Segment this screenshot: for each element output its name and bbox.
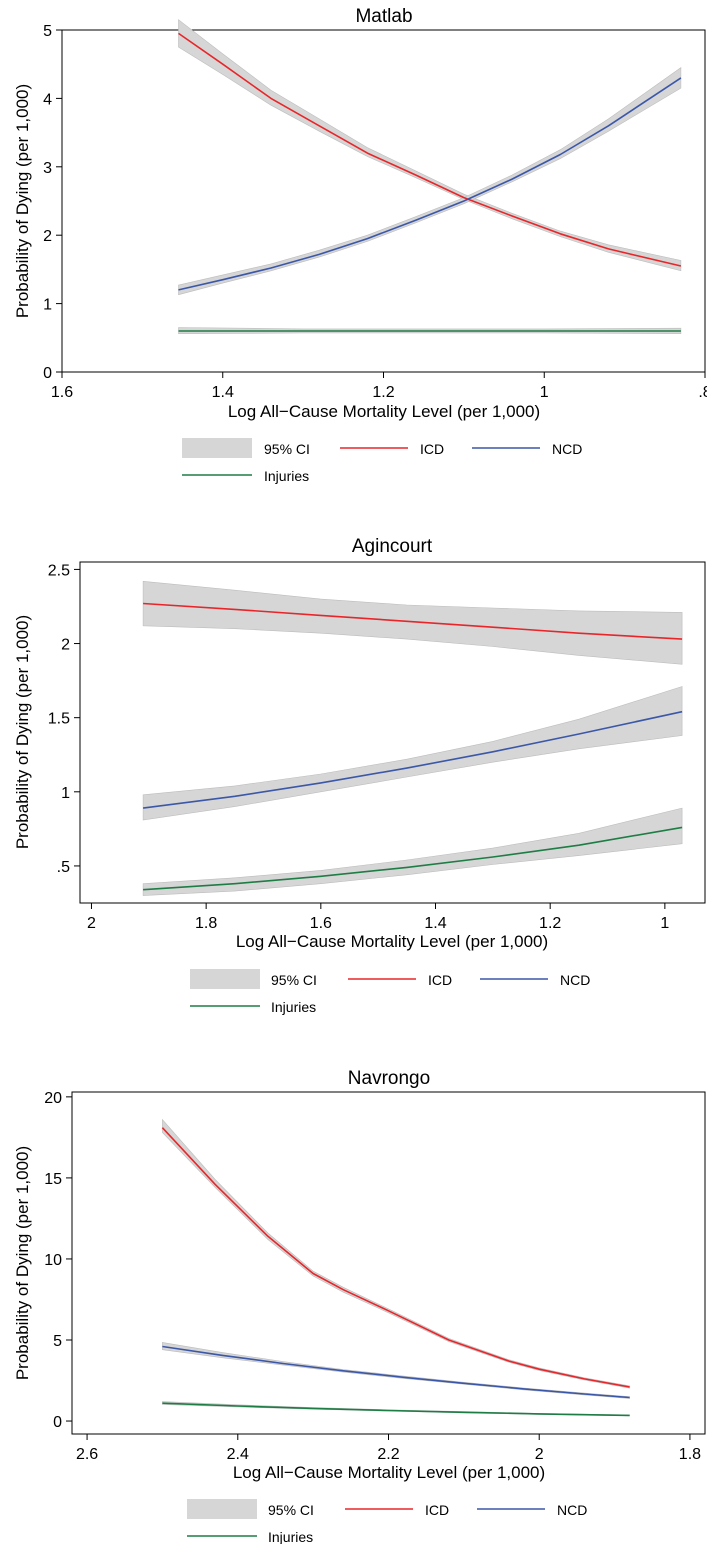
legend-label-icd: ICD bbox=[428, 972, 452, 988]
plot-layer: 2 1.8 1.6 1.4 1.2 1.511.522.5 bbox=[48, 562, 683, 932]
legend-swatch-ci bbox=[187, 1499, 257, 1519]
ci-band-ncd bbox=[142, 686, 683, 821]
y-tick-label: 15 bbox=[44, 1171, 62, 1188]
x-tick-label: 1.8 bbox=[679, 1446, 701, 1463]
y-tick-label: 0 bbox=[53, 1414, 62, 1431]
y-axis-label: Probability of Dying (per 1,000) bbox=[13, 615, 32, 849]
legend-label-ncd: NCD bbox=[557, 1502, 587, 1518]
x-tick-label: 1.4 bbox=[212, 384, 234, 401]
x-tick-label: 1 bbox=[660, 915, 669, 932]
y-tick-label: 5 bbox=[53, 1333, 62, 1350]
ci-band-ncd bbox=[178, 67, 682, 296]
plot-area bbox=[61, 29, 706, 373]
legend-label-ci: 95% CI bbox=[268, 1502, 314, 1518]
legend-label-icd: ICD bbox=[420, 441, 444, 457]
legend-label-icd: ICD bbox=[425, 1502, 449, 1518]
legend-label-ncd: NCD bbox=[552, 441, 582, 457]
legend-label-ci: 95% CI bbox=[264, 441, 310, 457]
series-line-icd bbox=[161, 1127, 630, 1388]
legend-swatch-ci bbox=[182, 438, 252, 458]
chart-navrongo: Navrongo 2.6 2.4 2.2 2 1.8 0 5 10 15 20 Log All−C… bbox=[13, 1068, 706, 1544]
legend: 95% CI ICD NCD Injuries bbox=[182, 438, 582, 484]
y-tick-label: 4 bbox=[43, 91, 52, 108]
x-tick-label: 1.2 bbox=[372, 384, 394, 401]
y-axis-label: Probability of Dying (per 1,000) bbox=[13, 1146, 32, 1380]
ci-band-icd bbox=[178, 19, 682, 272]
x-tick-label: .8 bbox=[698, 384, 707, 401]
y-tick-label: 10 bbox=[44, 1252, 62, 1269]
series-line-injuries bbox=[162, 1402, 630, 1417]
y-tick-label: 0 bbox=[43, 365, 52, 382]
y-tick-label: .5 bbox=[57, 859, 70, 876]
series-line-ncd bbox=[142, 710, 683, 809]
series-line-icd bbox=[143, 602, 683, 640]
series-line-injuries bbox=[143, 826, 683, 891]
ci-band-icd bbox=[162, 1118, 630, 1389]
legend-label-ci: 95% CI bbox=[271, 972, 317, 988]
x-tick-label: 1.4 bbox=[424, 915, 446, 932]
y-tick-label: 2.5 bbox=[48, 562, 70, 579]
x-tick-label: 1.6 bbox=[310, 915, 332, 932]
y-tick-label: 3 bbox=[43, 160, 52, 177]
x-tick-label: 1.2 bbox=[539, 915, 561, 932]
legend-label-ncd: NCD bbox=[560, 972, 590, 988]
x-tick-label: 1.6 bbox=[51, 384, 73, 401]
chart-title: Matlab bbox=[355, 6, 412, 27]
series-line-icd bbox=[178, 32, 682, 267]
x-tick-label: 2.2 bbox=[377, 1446, 399, 1463]
y-axis-label: Probability of Dying (per 1,000) bbox=[13, 84, 32, 318]
y-tick-label: 1 bbox=[61, 785, 70, 802]
ci-band-icd bbox=[142, 580, 683, 665]
y-tick-label: 1.5 bbox=[48, 711, 70, 728]
x-tick-label: 2 bbox=[87, 915, 96, 932]
y-tick-label: 2 bbox=[43, 228, 52, 245]
legend-label-injuries: Injuries bbox=[271, 999, 316, 1015]
legend: 95% CI ICD NCD Injuries bbox=[187, 1499, 587, 1544]
x-axis-label: Log All−Cause Mortality Level (per 1,000… bbox=[228, 402, 540, 421]
x-tick-label: 2 bbox=[535, 1446, 544, 1463]
plot-layer: 2.6 2.4 2.2 2 1.8 0 5 10 15 20 bbox=[44, 1090, 701, 1463]
y-tick-label: 1 bbox=[43, 297, 52, 314]
x-axis-label: Log All−Cause Mortality Level (per 1,000… bbox=[233, 1463, 545, 1482]
legend-label-injuries: Injuries bbox=[268, 1529, 313, 1544]
x-tick-label: 2.6 bbox=[76, 1446, 98, 1463]
y-tick-label: 2 bbox=[61, 637, 70, 654]
chart-title: Agincourt bbox=[352, 536, 433, 557]
x-tick-label: 1.8 bbox=[195, 915, 217, 932]
ci-band-ncd bbox=[162, 1342, 630, 1399]
legend: 95% CI ICD NCD Injuries bbox=[190, 969, 590, 1015]
x-tick-label: 2.4 bbox=[227, 1446, 249, 1463]
y-tick-label: 5 bbox=[43, 23, 52, 40]
legend-swatch-ci bbox=[190, 969, 260, 989]
plot-layer: 1.6 1.4 1.2 1 .8 0 1 2 3 4 5 bbox=[43, 19, 707, 401]
series-line-ncd bbox=[178, 77, 682, 291]
x-tick-label: 1 bbox=[540, 384, 549, 401]
chart-title: Navrongo bbox=[348, 1068, 430, 1089]
series-line-ncd bbox=[162, 1345, 630, 1399]
chart-agincourt: Agincourt 2 1.8 1.6 1.4 1.2 1.511.522.5 Log A… bbox=[13, 536, 706, 1015]
chart-matlab: Matlab 1.6 1.4 1.2 1 .8 0 1 2 3 4 5 Log All−Cause … bbox=[13, 6, 707, 484]
legend-label-injuries: Injuries bbox=[264, 468, 309, 484]
y-tick-label: 20 bbox=[44, 1090, 62, 1107]
x-axis-label: Log All−Cause Mortality Level (per 1,000… bbox=[236, 932, 548, 951]
